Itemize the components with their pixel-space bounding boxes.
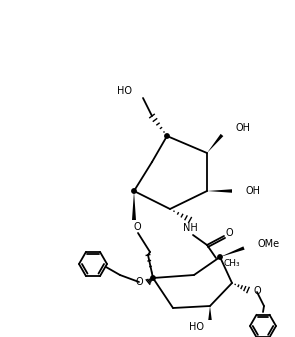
Polygon shape	[132, 191, 136, 220]
Text: NH: NH	[183, 223, 197, 233]
Circle shape	[132, 189, 136, 193]
Text: OMe: OMe	[257, 239, 279, 249]
Polygon shape	[207, 189, 232, 193]
Text: O: O	[253, 286, 260, 296]
Circle shape	[218, 255, 222, 259]
Polygon shape	[207, 134, 223, 153]
Text: OH: OH	[236, 123, 251, 133]
Text: OH: OH	[246, 186, 261, 196]
Text: HO: HO	[117, 86, 132, 96]
Text: CH₃: CH₃	[224, 259, 241, 269]
Circle shape	[151, 276, 155, 280]
Polygon shape	[208, 306, 212, 320]
Text: O: O	[133, 222, 141, 232]
Text: O: O	[135, 277, 143, 287]
Text: HO: HO	[189, 322, 204, 332]
Polygon shape	[220, 246, 245, 257]
Circle shape	[165, 134, 169, 138]
Text: O: O	[225, 228, 233, 238]
